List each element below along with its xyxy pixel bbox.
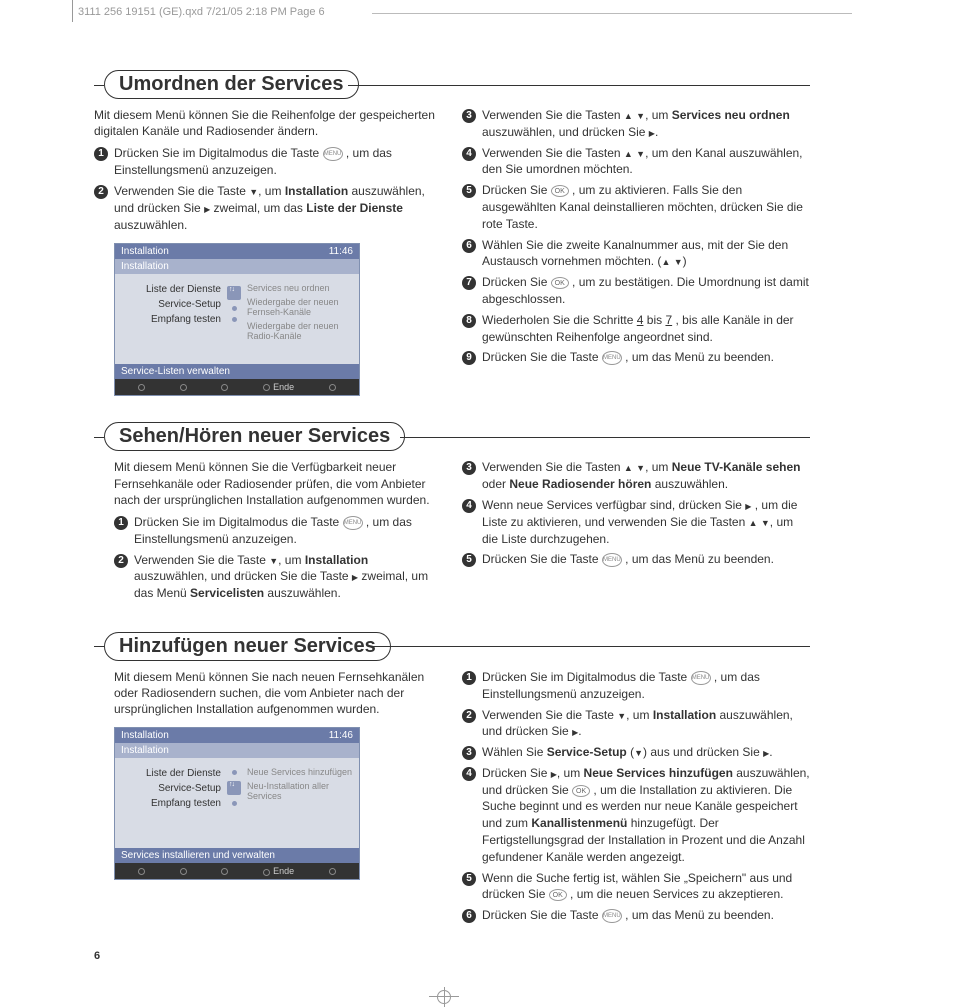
ok-icon: OK [551, 277, 569, 289]
step-6: 6Wählen Sie die zweite Kanalnummer aus, … [462, 237, 810, 271]
menu-icon: MENU [602, 553, 622, 567]
step-2: 2Verwenden Sie die Taste , um Installati… [114, 552, 438, 602]
tv-screenshot-1: Installation11:46 Installation Liste der… [114, 243, 360, 396]
crop-mark [72, 0, 73, 22]
step-5: 5Wenn die Suche fertig ist, wählen Sie „… [462, 870, 810, 904]
section-title: Umordnen der Services [104, 70, 359, 99]
left-column: Mit diesem Menü können Sie die Reihenfol… [94, 107, 438, 396]
ok-icon: OK [551, 185, 569, 197]
menu-icon: MENU [602, 909, 622, 923]
step-9: 9Drücken Sie die Taste MENU , um das Men… [462, 349, 810, 366]
menu-icon: MENU [602, 351, 622, 365]
left-column: Mit diesem Menü können Sie nach neuen Fe… [94, 669, 438, 928]
step-1: 1 Drücken Sie im Digitalmodus die Taste … [94, 145, 438, 179]
document-meta: 3111 256 19151 (GE).qxd 7/21/05 2:18 PM … [78, 6, 954, 18]
nav-icon [227, 286, 241, 300]
intro-text: Mit diesem Menü können Sie die Verfügbar… [114, 459, 438, 508]
menu-icon: MENU [691, 671, 711, 685]
step-1: 1Drücken Sie im Digitalmodus die Taste M… [462, 669, 810, 703]
crop-mark [437, 990, 451, 1004]
intro-text: Mit diesem Menü können Sie nach neuen Fe… [114, 669, 438, 718]
right-column: 1Drücken Sie im Digitalmodus die Taste M… [462, 669, 810, 928]
step-5: 5Drücken Sie OK , um zu aktivieren. Fall… [462, 182, 810, 232]
title-rule: Umordnen der Services [94, 70, 810, 99]
step-7: 7Drücken Sie OK , um zu bestätigen. Die … [462, 274, 810, 308]
step-4: 4Wenn neue Services verfügbar sind, drüc… [462, 497, 810, 547]
meta-text: 3111 256 19151 (GE).qxd 7/21/05 2:18 PM … [78, 6, 325, 18]
section-sehen-hoeren: Sehen/Hören neuer Services Mit diesem Me… [94, 422, 810, 606]
section-title: Sehen/Hören neuer Services [104, 422, 405, 451]
section-umordnen: Umordnen der Services Mit diesem Menü kö… [94, 70, 810, 396]
step-8: 8Wiederholen Sie die Schritte 4 bis 7 , … [462, 312, 810, 346]
page-number: 6 [94, 950, 100, 962]
nav-icon [227, 781, 241, 795]
step-2: 2 Verwenden Sie die Taste , um Installat… [94, 183, 438, 233]
tv-screenshot-2: Installation11:46 Installation Liste der… [114, 727, 360, 880]
right-column: 3Verwenden Sie die Tasten , um Services … [462, 107, 810, 396]
step-3: 3Verwenden Sie die Tasten , um Neue TV-K… [462, 459, 810, 493]
step-2: 2Verwenden Sie die Taste , um Installati… [462, 707, 810, 741]
step-4: 4Drücken Sie , um Neue Services hinzufüg… [462, 765, 810, 866]
step-5: 5Drücken Sie die Taste MENU , um das Men… [462, 551, 810, 568]
menu-icon: MENU [323, 147, 343, 161]
step-3: 3Verwenden Sie die Tasten , um Services … [462, 107, 810, 141]
ok-icon: OK [549, 889, 567, 901]
step-3: 3Wählen Sie Service-Setup () aus und drü… [462, 744, 810, 761]
left-column: Mit diesem Menü können Sie die Verfügbar… [94, 459, 438, 606]
step-6: 6Drücken Sie die Taste MENU , um das Men… [462, 907, 810, 924]
ok-icon: OK [572, 785, 590, 797]
step-badge: 1 [94, 147, 108, 161]
page-content: Umordnen der Services Mit diesem Menü kö… [94, 70, 810, 928]
intro-text: Mit diesem Menü können Sie die Reihenfol… [94, 107, 438, 139]
step-badge: 2 [94, 185, 108, 199]
menu-icon: MENU [343, 516, 363, 530]
section-hinzufuegen: Hinzufügen neuer Services Mit diesem Men… [94, 632, 810, 928]
step-1: 1Drücken Sie im Digitalmodus die Taste M… [114, 514, 438, 548]
right-column: 3Verwenden Sie die Tasten , um Neue TV-K… [462, 459, 810, 606]
down-icon [249, 184, 258, 198]
section-title: Hinzufügen neuer Services [104, 632, 391, 661]
step-4: 4Verwenden Sie die Tasten , um den Kanal… [462, 145, 810, 179]
